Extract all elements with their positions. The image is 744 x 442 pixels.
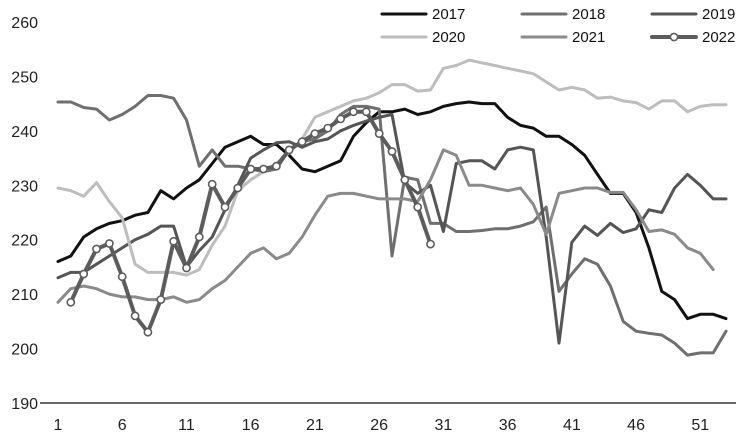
data-point-2022	[310, 129, 320, 138]
x-tick-label: 11	[178, 417, 195, 434]
data-point-2022	[400, 175, 410, 185]
data-point-2022	[349, 107, 358, 117]
data-point-2022	[259, 164, 268, 174]
legend-label: 2022	[702, 29, 735, 46]
data-point-2022	[117, 272, 127, 282]
data-point-2022	[169, 236, 178, 246]
data-point-2022	[323, 123, 333, 133]
data-point-2022	[182, 263, 191, 273]
x-tick-label: 46	[627, 417, 645, 434]
y-tick-label: 220	[11, 233, 38, 250]
data-point-2022	[336, 114, 345, 124]
data-point-2022	[246, 164, 256, 174]
x-tick-label: 26	[370, 417, 388, 434]
x-tick-label: 31	[434, 417, 452, 434]
legend: 2017 2018 2019 2020 2021 2022	[380, 6, 735, 46]
x-tick-label: 51	[691, 417, 709, 434]
legend-item-2022: 2022	[650, 29, 735, 46]
data-point-2022	[284, 145, 294, 155]
data-point-2022	[387, 147, 397, 156]
y-tick-label: 260	[11, 15, 38, 32]
x-axis-tick-labels: 1 6 11 16 21 26 31 36 41 46 51	[54, 417, 710, 434]
series-lines	[56, 58, 728, 357]
data-point-2022	[297, 137, 307, 147]
legend-label: 2019	[702, 6, 735, 23]
y-axis-tick-labels: 190 200 210 220 230 240 250 260	[11, 15, 38, 413]
data-point-2022	[426, 239, 435, 249]
series-line-2019	[56, 113, 728, 345]
y-tick-label: 190	[11, 396, 38, 413]
data-point-2022	[143, 327, 153, 337]
data-point-2022	[79, 269, 89, 279]
series-line-2021	[56, 148, 715, 304]
data-point-2022	[66, 297, 76, 307]
data-point-2022	[207, 179, 217, 189]
legend-label: 2020	[432, 29, 465, 46]
legend-item-2017: 2017	[380, 6, 465, 23]
y-tick-label: 230	[11, 178, 38, 195]
data-point-2022	[156, 295, 166, 304]
series-line-2018	[56, 94, 728, 357]
legend-item-2020: 2020	[380, 29, 465, 46]
series-line-2017	[56, 100, 728, 321]
legend-item-2019: 2019	[650, 6, 735, 23]
data-point-2022	[130, 311, 140, 321]
legend-label: 2018	[572, 6, 605, 23]
data-point-2022	[413, 202, 423, 212]
y-tick-label: 200	[11, 342, 38, 359]
x-tick-label: 21	[306, 417, 324, 434]
data-point-2022	[271, 161, 281, 171]
x-tick-label: 41	[563, 417, 581, 434]
data-point-2022	[194, 232, 204, 242]
legend-item-2021: 2021	[520, 29, 605, 46]
data-point-2022	[361, 107, 371, 117]
y-tick-label: 240	[11, 124, 38, 141]
data-point-2022	[233, 183, 243, 193]
data-point-2022	[374, 129, 384, 138]
x-tick-label: 6	[118, 417, 127, 434]
x-tick-label: 36	[499, 417, 517, 434]
legend-marker	[669, 32, 679, 42]
data-point-2022	[92, 244, 101, 254]
data-point-2022	[105, 239, 114, 248]
legend-label: 2021	[572, 29, 605, 46]
data-point-2022	[220, 202, 230, 212]
x-tick-label: 16	[242, 417, 260, 434]
y-tick-label: 250	[11, 69, 38, 86]
legend-item-2018: 2018	[520, 6, 605, 23]
series-line-2020	[56, 58, 728, 277]
legend-label: 2017	[432, 6, 465, 23]
x-tick-label: 1	[54, 417, 63, 434]
y-tick-label: 210	[11, 287, 38, 304]
